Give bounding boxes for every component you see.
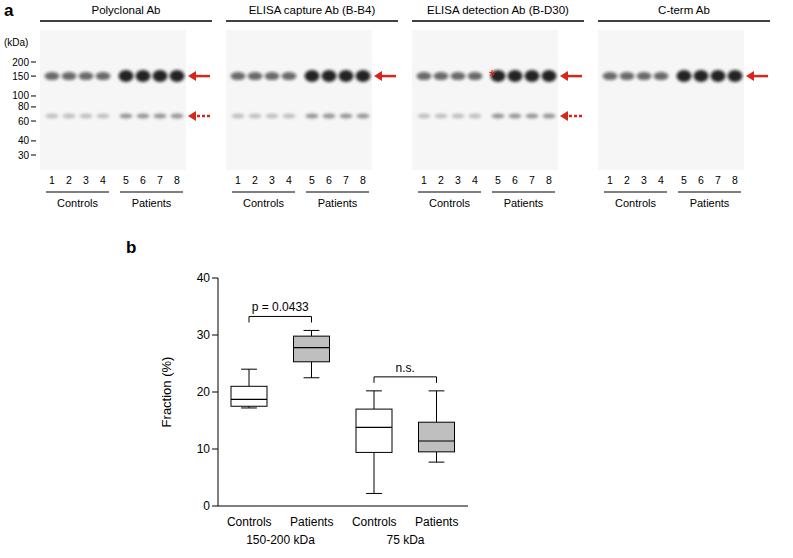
svg-text:0: 0 (203, 499, 210, 513)
html-text:b: b (126, 238, 137, 257)
svg-text:150-200 kDa: 150-200 kDa (246, 533, 315, 547)
svg-text:(kDa): (kDa) (4, 37, 28, 48)
svg-text:2: 2 (438, 174, 444, 186)
svg-text:Controls: Controls (429, 197, 470, 209)
svg-text:5: 5 (123, 174, 129, 186)
svg-text:6: 6 (140, 174, 146, 186)
svg-text:Fraction (%): Fraction (%) (159, 357, 174, 428)
svg-text:6: 6 (512, 174, 518, 186)
svg-text:1: 1 (607, 174, 613, 186)
svg-text:Controls: Controls (227, 515, 272, 529)
svg-text:Patients: Patients (504, 197, 544, 209)
svg-text:a: a (4, 1, 14, 20)
svg-text:3: 3 (641, 174, 647, 186)
svg-text:100: 100 (12, 90, 29, 101)
svg-text:5: 5 (681, 174, 687, 186)
svg-text:7: 7 (715, 174, 721, 186)
svg-text:4: 4 (472, 174, 478, 186)
svg-text:8: 8 (174, 174, 180, 186)
svg-text:7: 7 (343, 174, 349, 186)
svg-text:200: 200 (12, 57, 29, 68)
svg-text:5: 5 (309, 174, 315, 186)
svg-text:C-term Ab: C-term Ab (658, 4, 710, 16)
svg-text:Patients: Patients (415, 515, 458, 529)
svg-text:20: 20 (197, 385, 211, 399)
svg-text:8: 8 (360, 174, 366, 186)
svg-text:Patients: Patients (132, 197, 172, 209)
svg-text:Patients: Patients (290, 515, 333, 529)
svg-text:3: 3 (269, 174, 275, 186)
svg-text:75 kDa: 75 kDa (386, 533, 424, 547)
svg-text:5: 5 (495, 174, 501, 186)
svg-text:Controls: Controls (352, 515, 397, 529)
svg-text:n.s.: n.s. (396, 361, 415, 375)
svg-text:7: 7 (157, 174, 163, 186)
svg-text:40: 40 (197, 271, 211, 285)
svg-text:ELISA capture Ab (B-B4): ELISA capture Ab (B-B4) (249, 4, 376, 16)
svg-text:80: 80 (18, 101, 30, 112)
svg-text:p = 0.0433: p = 0.0433 (252, 300, 309, 314)
svg-text:150: 150 (12, 71, 29, 82)
svg-text:4: 4 (658, 174, 664, 186)
svg-text:2: 2 (66, 174, 72, 186)
svg-text:Polyclonal Ab: Polyclonal Ab (91, 4, 160, 16)
svg-text:1: 1 (49, 174, 55, 186)
svg-text:Controls: Controls (615, 197, 656, 209)
svg-text:Controls: Controls (243, 197, 284, 209)
svg-text:6: 6 (326, 174, 332, 186)
svg-text:1: 1 (421, 174, 427, 186)
svg-text:*: * (489, 68, 495, 85)
svg-text:6: 6 (698, 174, 704, 186)
svg-text:8: 8 (546, 174, 552, 186)
svg-text:30: 30 (18, 150, 30, 161)
svg-text:10: 10 (197, 442, 211, 456)
svg-text:ELISA detection Ab (B-D30): ELISA detection Ab (B-D30) (427, 4, 569, 16)
svg-text:1: 1 (235, 174, 241, 186)
svg-text:4: 4 (286, 174, 292, 186)
svg-text:Patients: Patients (690, 197, 730, 209)
svg-text:2: 2 (624, 174, 630, 186)
svg-text:40: 40 (18, 135, 30, 146)
svg-text:Patients: Patients (318, 197, 358, 209)
svg-text:30: 30 (197, 328, 211, 342)
svg-text:8: 8 (732, 174, 738, 186)
svg-text:4: 4 (100, 174, 106, 186)
svg-text:Controls: Controls (57, 197, 98, 209)
svg-text:2: 2 (252, 174, 258, 186)
svg-text:60: 60 (18, 116, 30, 127)
svg-text:3: 3 (455, 174, 461, 186)
svg-text:7: 7 (529, 174, 535, 186)
svg-text:3: 3 (83, 174, 89, 186)
